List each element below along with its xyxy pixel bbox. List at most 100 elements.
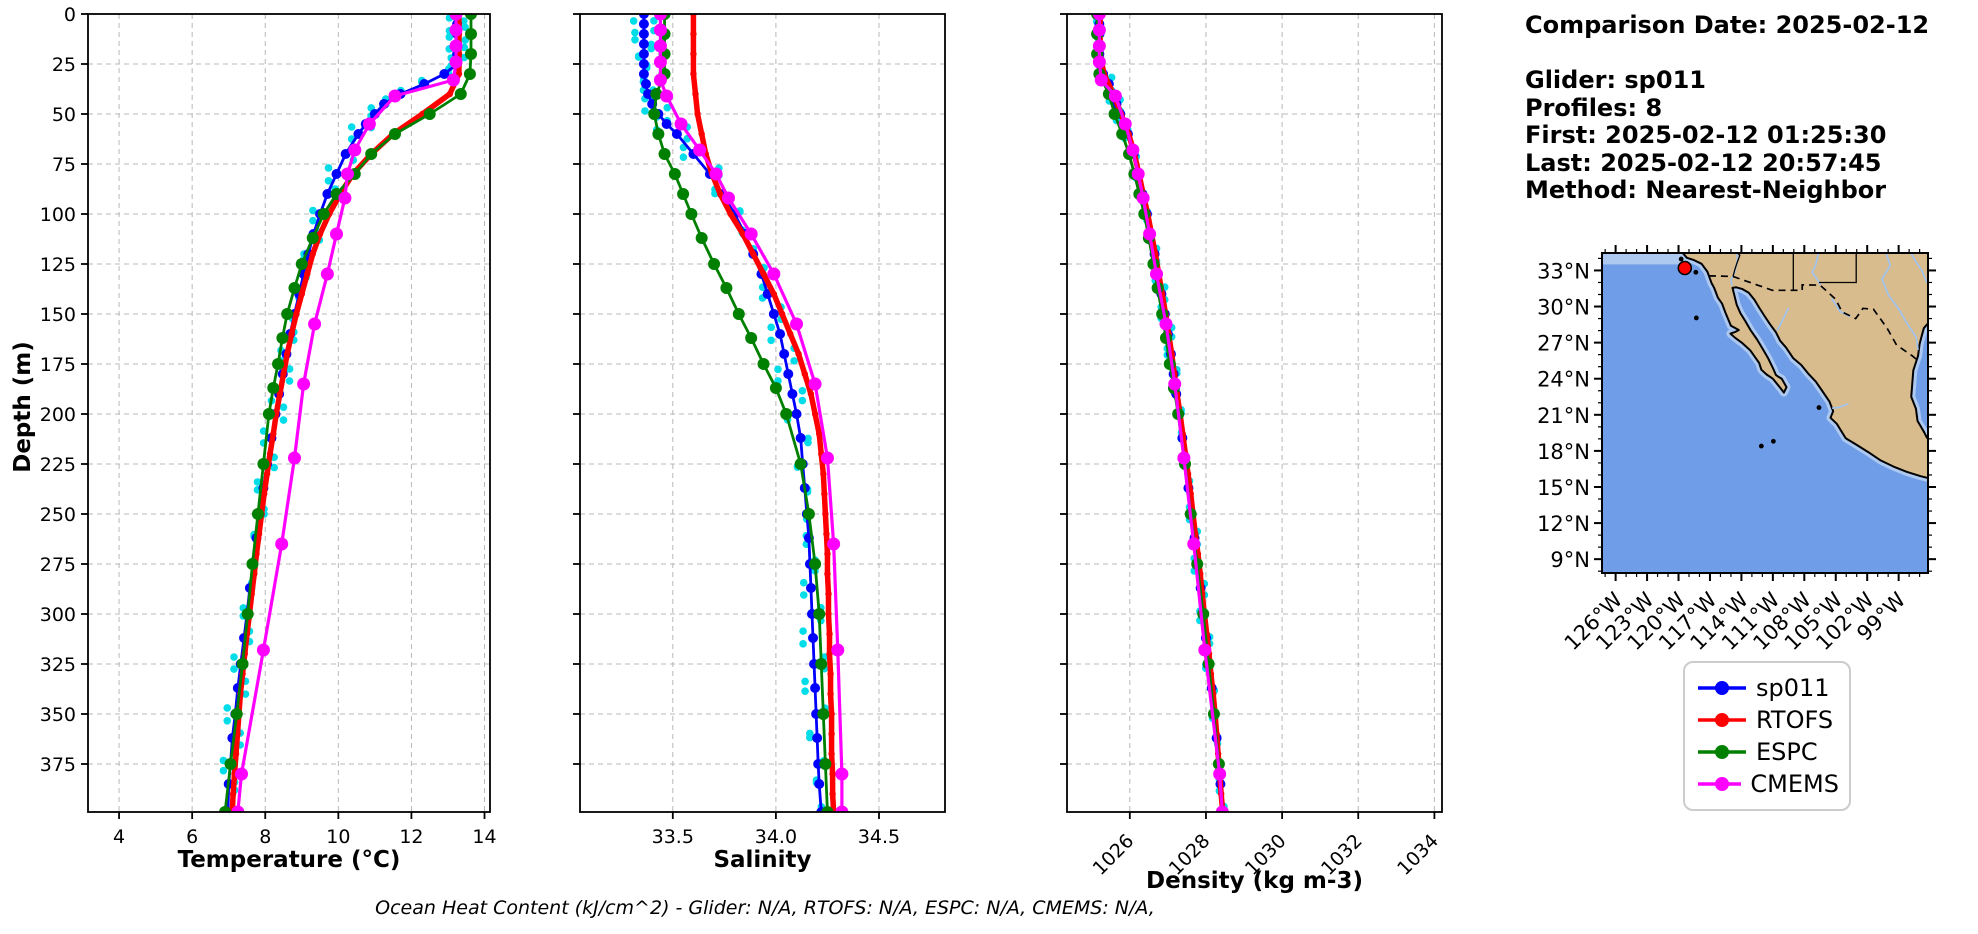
sp011-marker bbox=[791, 409, 802, 419]
legend-swatch-RTOFS bbox=[1698, 713, 1746, 727]
CMEMS-marker bbox=[653, 23, 667, 37]
glider-raw-scatter-point bbox=[663, 103, 672, 112]
sp011-marker bbox=[805, 583, 816, 593]
RTOFS-marker bbox=[828, 710, 835, 718]
CMEMS-marker bbox=[362, 117, 376, 131]
depth-tick-label: 175 bbox=[40, 354, 76, 376]
ESPC-marker bbox=[802, 508, 815, 520]
legend-label: CMEMS bbox=[1750, 770, 1839, 798]
legend-label: ESPC bbox=[1756, 738, 1818, 766]
ESPC-marker bbox=[708, 258, 721, 270]
RTOFS-marker bbox=[827, 690, 834, 698]
x-tick-label: 34.5 bbox=[858, 826, 900, 848]
first-profile-time: First: 2025-02-12 01:25:30 bbox=[1525, 121, 1887, 149]
glider-raw-scatter-point bbox=[347, 123, 356, 131]
legend-swatch-CMEMS bbox=[1698, 777, 1742, 791]
temperature-axis-label: Temperature (°C) bbox=[177, 847, 401, 873]
map-island bbox=[1693, 269, 1699, 275]
CMEMS-marker bbox=[653, 14, 667, 21]
ESPC-marker bbox=[262, 408, 275, 420]
ESPC-marker bbox=[745, 332, 758, 344]
glider-raw-scatter-point bbox=[219, 766, 228, 775]
RTOFS-marker bbox=[298, 290, 305, 298]
legend-swatch-ESPC bbox=[1698, 745, 1746, 759]
RTOFS-marker bbox=[829, 770, 836, 778]
RTOFS-marker bbox=[807, 390, 815, 398]
sp011-marker bbox=[640, 79, 651, 89]
ESPC-marker bbox=[757, 358, 770, 370]
CMEMS-marker bbox=[653, 55, 667, 69]
CMEMS-marker bbox=[1168, 377, 1182, 391]
ESPC-marker bbox=[257, 458, 270, 470]
CMEMS-marker bbox=[1108, 89, 1122, 103]
RTOFS-marker bbox=[446, 90, 453, 98]
glider-raw-scatter-point bbox=[309, 216, 317, 225]
CMEMS-marker bbox=[446, 73, 460, 87]
RTOFS-marker bbox=[826, 650, 833, 658]
last-profile-time: Last: 2025-02-12 20:57:45 bbox=[1525, 148, 1882, 177]
map-lat-tick-label: 27°N bbox=[1537, 332, 1590, 356]
CMEMS-marker bbox=[831, 643, 845, 657]
sp011-marker bbox=[810, 683, 821, 693]
CMEMS-marker bbox=[674, 117, 688, 131]
ESPC-marker bbox=[272, 358, 285, 370]
sp011-marker bbox=[340, 149, 351, 159]
info-spacer bbox=[1525, 40, 1945, 68]
interpolation-method: Method: Nearest-Neighbor bbox=[1525, 176, 1887, 204]
ESPC-marker bbox=[650, 88, 663, 100]
glider-raw-scatter-point bbox=[806, 729, 814, 738]
depth-tick-label: 75 bbox=[52, 154, 76, 176]
sp011-marker bbox=[331, 169, 342, 179]
glider-raw-scatter-point bbox=[309, 206, 317, 215]
ESPC-marker bbox=[241, 608, 254, 620]
map-lat-tick-label: 18°N bbox=[1537, 440, 1590, 464]
glider-raw-scatter-point bbox=[285, 365, 294, 373]
RTOFS-marker bbox=[820, 470, 827, 478]
ESPC-marker bbox=[809, 558, 822, 570]
depth-tick-label: 350 bbox=[40, 704, 76, 726]
map-island bbox=[1678, 256, 1684, 262]
RTOFS-marker bbox=[280, 370, 287, 378]
sp011-marker bbox=[814, 779, 825, 789]
ESPC-marker bbox=[464, 14, 477, 20]
sp011-marker bbox=[643, 89, 654, 99]
ESPC-marker bbox=[463, 68, 476, 80]
RTOFS-marker bbox=[266, 450, 274, 458]
sp011-marker bbox=[787, 389, 798, 399]
CMEMS-marker bbox=[660, 89, 674, 103]
ESPC-marker bbox=[648, 108, 661, 120]
CMEMS-marker bbox=[449, 39, 463, 53]
RTOFS-marker bbox=[698, 130, 705, 138]
sp011-marker bbox=[322, 189, 333, 199]
glider-position-marker bbox=[1677, 260, 1693, 276]
sp011-marker bbox=[768, 309, 779, 319]
glider-id: Glider: sp011 bbox=[1525, 66, 1706, 94]
map-river bbox=[1880, 253, 1919, 350]
glider-raw-scatter-point bbox=[631, 28, 639, 37]
CMEMS-marker bbox=[297, 377, 311, 391]
CMEMS-marker bbox=[330, 227, 344, 241]
RTOFS-marker bbox=[826, 630, 833, 638]
depth-tick-label: 225 bbox=[40, 454, 76, 476]
CMEMS-marker bbox=[348, 143, 362, 157]
glider-raw-scatter-point bbox=[767, 336, 775, 345]
glider-raw-scatter-point bbox=[285, 377, 294, 385]
glider-raw-scatter-point bbox=[324, 164, 333, 172]
map-lat-tick-label: 21°N bbox=[1537, 404, 1590, 428]
RTOFS-marker bbox=[690, 50, 697, 58]
sp011-marker bbox=[812, 733, 823, 743]
ESPC-marker bbox=[720, 282, 733, 294]
CMEMS-marker bbox=[1092, 55, 1106, 69]
x-tick-label: 6 bbox=[186, 826, 198, 848]
depth-tick-label: 150 bbox=[40, 304, 76, 326]
glider-raw-scatter-point bbox=[253, 478, 262, 486]
sp011-marker bbox=[638, 59, 649, 69]
x-tick-label: 10 bbox=[326, 826, 350, 848]
glider-raw-scatter-point bbox=[774, 365, 782, 374]
ESPC-marker bbox=[794, 458, 807, 470]
glider-raw-scatter-point bbox=[629, 17, 638, 25]
RTOFS-marker bbox=[811, 410, 819, 418]
RTOFS-marker bbox=[787, 330, 794, 338]
map-lat-tick-label: 33°N bbox=[1537, 259, 1590, 283]
glider-raw-scatter-point bbox=[801, 677, 809, 686]
